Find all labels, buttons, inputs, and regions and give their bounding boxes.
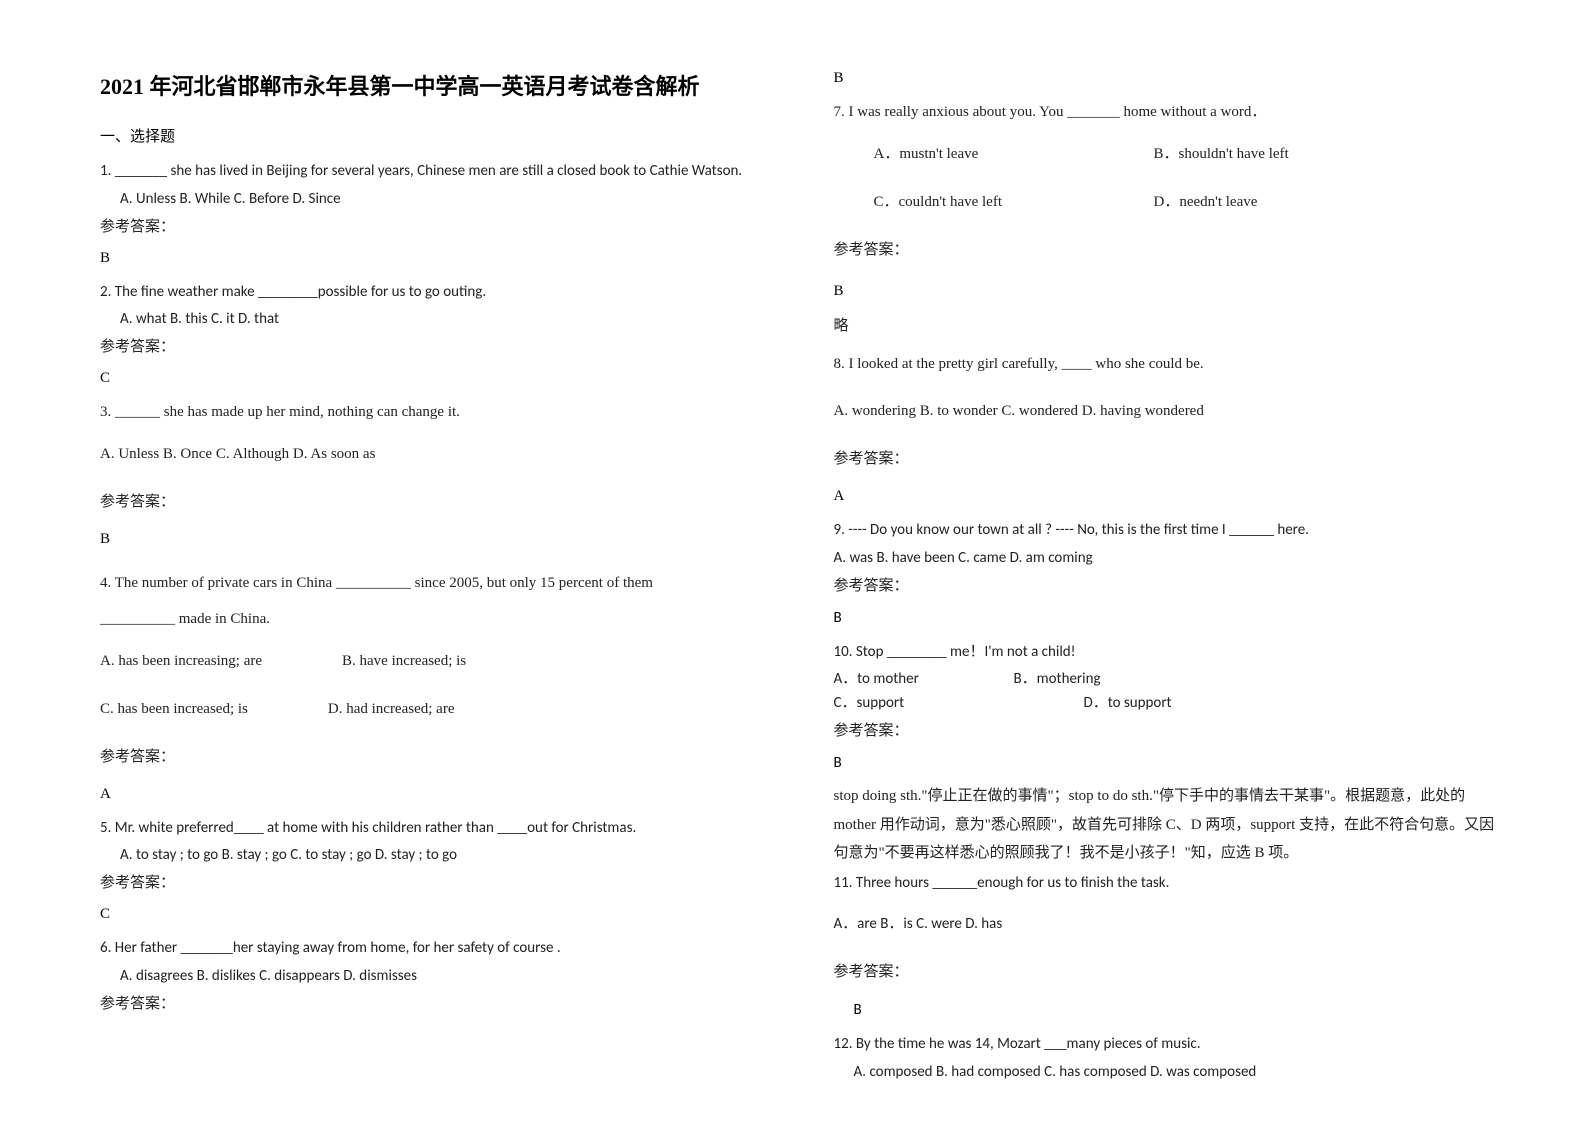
answer-label: 参考答案：	[834, 574, 1508, 595]
q1-answer: B	[100, 250, 774, 267]
q7-answer: B	[834, 283, 1508, 300]
q4-stem-line2: __________ made in China.	[100, 608, 774, 631]
q4-options-row2: C. has been increased; is D. had increas…	[100, 697, 774, 721]
q5-stem: 5. Mr. white preferred____ at home with …	[100, 817, 774, 840]
q4-opt-d: D. had increased; are	[328, 697, 455, 721]
q4-opt-a: A. has been increasing; are	[100, 649, 262, 673]
q5-answer: C	[100, 906, 774, 923]
q2-answer: C	[100, 370, 774, 387]
q9-answer: B	[834, 609, 1508, 627]
q1-stem: 1. _______ she has lived in Beijing for …	[100, 160, 774, 183]
q4-options-row1: A. has been increasing; are B. have incr…	[100, 649, 774, 673]
q7-stem: 7. I was really anxious about you. You _…	[834, 101, 1508, 124]
answer-label: 参考答案：	[100, 335, 774, 356]
q7-options-row2: C．couldn't have left D．needn't leave	[834, 190, 1508, 214]
answer-label: 参考答案：	[834, 238, 1508, 259]
page: 2021 年河北省邯郸市永年县第一中学高一英语月考试卷含解析 一、选择题 1. …	[0, 0, 1587, 1124]
q10-explain-3: 句意为"不要再这样悉心的照顾我了！我不是小孩子！"知，应选 B 项。	[834, 839, 1508, 868]
q10-opt-d: D．to support	[1084, 691, 1172, 715]
q7-opt-b: B．shouldn't have left	[1154, 142, 1289, 166]
q9-stem: 9. ---- Do you know our town at all ? --…	[834, 519, 1508, 542]
q3-answer: B	[100, 531, 774, 548]
left-column: 2021 年河北省邯郸市永年县第一中学高一英语月考试卷含解析 一、选择题 1. …	[100, 70, 774, 1084]
q1-options: A. Unless B. While C. Before D. Since	[100, 187, 774, 211]
q10-options-row2: C．support D．to support	[834, 691, 1508, 715]
q7-options-row1: A．mustn't leave B．shouldn't have left	[834, 142, 1508, 166]
q3-options: A. Unless B. Once C. Although D. As soon…	[100, 442, 774, 466]
q6-stem: 6. Her father _______her staying away fr…	[100, 937, 774, 960]
q11-stem: 11. Three hours ______enough for us to f…	[834, 872, 1508, 895]
q10-stem: 10. Stop ________ me！I'm not a child!	[834, 641, 1508, 664]
q2-stem: 2. The fine weather make ________possibl…	[100, 281, 774, 304]
q8-answer: A	[834, 488, 1508, 505]
answer-label: 参考答案：	[100, 490, 774, 511]
answer-label: 参考答案：	[834, 960, 1508, 981]
q8-options: A. wondering B. to wonder C. wondered D.…	[834, 399, 1508, 423]
q5-options: A. to stay ; to go B. stay ; go C. to st…	[100, 843, 774, 867]
exam-title: 2021 年河北省邯郸市永年县第一中学高一英语月考试卷含解析	[100, 70, 774, 103]
q7-opt-c: C．couldn't have left	[874, 190, 1154, 214]
q4-opt-b: B. have increased; is	[342, 649, 466, 673]
answer-label: 参考答案：	[100, 992, 774, 1013]
q6-options: A. disagrees B. dislikes C. disappears D…	[100, 964, 774, 988]
answer-label: 参考答案：	[100, 215, 774, 236]
section-heading: 一、选择题	[100, 125, 774, 146]
answer-label: 参考答案：	[834, 447, 1508, 468]
right-column: B 7. I was really anxious about you. You…	[834, 70, 1508, 1084]
q10-opt-b: B．mothering	[1014, 667, 1101, 691]
q4-stem-line1: 4. The number of private cars in China _…	[100, 572, 774, 595]
q3-stem: 3. ______ she has made up her mind, noth…	[100, 401, 774, 424]
q4-opt-c: C. has been increased; is	[100, 697, 248, 721]
q10-options-row1: A．to mother B．mothering	[834, 667, 1508, 691]
q7-opt-a: A．mustn't leave	[874, 142, 1154, 166]
q12-stem: 12. By the time he was 14, Mozart ___man…	[834, 1033, 1508, 1056]
q10-opt-a: A．to mother	[834, 667, 1014, 691]
q10-explain-1: stop doing sth."停止正在做的事情"；stop to do sth…	[834, 782, 1508, 811]
q7-opt-d: D．needn't leave	[1154, 190, 1258, 214]
q10-explain-2: mother 用作动词，意为"悉心照顾"，故首先可排除 C、D 两项，suppo…	[834, 811, 1508, 840]
q8-stem: 8. I looked at the pretty girl carefully…	[834, 353, 1508, 376]
q7-note: 略	[834, 314, 1508, 335]
answer-label: 参考答案：	[834, 719, 1508, 740]
answer-label: 参考答案：	[100, 745, 774, 766]
q12-options: A. composed B. had composed C. has compo…	[834, 1060, 1508, 1084]
q9-options: A. was B. have been C. came D. am coming	[834, 546, 1508, 570]
q6-answer: B	[834, 70, 1508, 87]
answer-label: 参考答案：	[100, 871, 774, 892]
q11-answer: B	[834, 1001, 1508, 1019]
q11-options: A．are B．is C. were D. has	[834, 912, 1508, 936]
q10-opt-c: C．support	[834, 691, 1084, 715]
q2-options: A. what B. this C. it D. that	[100, 307, 774, 331]
q4-answer: A	[100, 786, 774, 803]
q10-answer: B	[834, 754, 1508, 772]
